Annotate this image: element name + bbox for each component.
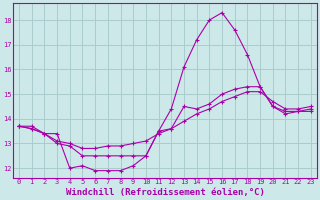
X-axis label: Windchill (Refroidissement éolien,°C): Windchill (Refroidissement éolien,°C) [66, 188, 264, 197]
